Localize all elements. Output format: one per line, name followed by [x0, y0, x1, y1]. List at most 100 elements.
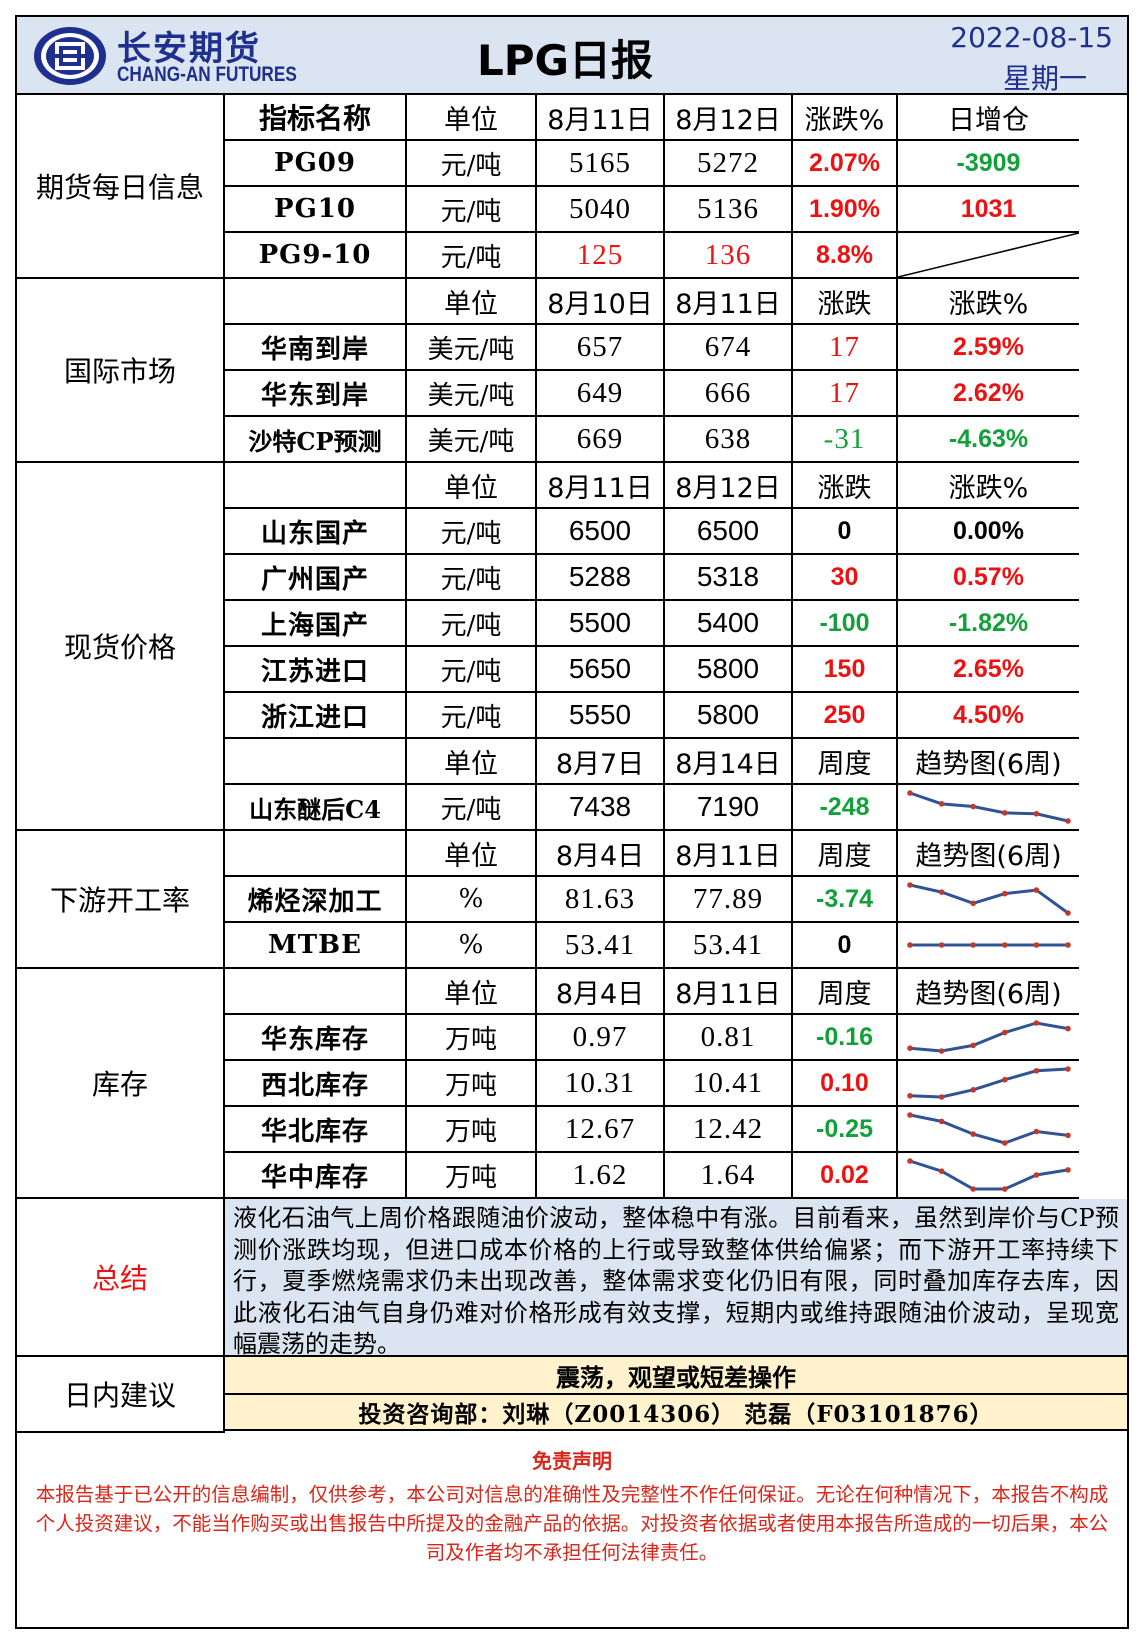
trend-sparkline [906, 942, 1071, 948]
trend-cell [898, 1107, 1079, 1151]
row-value-1: 12.67 [537, 1107, 665, 1151]
row-change-pct: 2.59% [953, 332, 1024, 361]
row-unit: % [407, 923, 537, 967]
row-name: PG9-10 [225, 233, 407, 277]
trend-cell [898, 1153, 1079, 1197]
header-cell: 单位 [407, 969, 537, 1013]
header-cell: 涨跌 [793, 463, 898, 507]
international-header-row: 单位 8月10日 8月11日 涨跌 涨跌% [225, 279, 1079, 325]
trend-point [1033, 1172, 1039, 1178]
header-cell [225, 739, 407, 783]
row-name: 华东库存 [225, 1015, 407, 1059]
row-change: 0 [793, 509, 898, 553]
trend-point [1064, 1132, 1071, 1139]
row-value-1: 5288 [537, 555, 665, 599]
table-row: 广州国产 元/吨 5288 5318 30 0.57% [225, 555, 1079, 601]
advice-box: 震荡，观望或短差操作 投资咨询部：刘琳（Z0014306） 范磊（F031018… [225, 1357, 1127, 1431]
row-value-1: 7438 [537, 785, 665, 829]
trend-point [969, 942, 976, 948]
trend-line [909, 1113, 1068, 1145]
trend-sparkline [906, 1158, 1071, 1192]
row-value-2: 5318 [665, 555, 793, 599]
row-name: 西北库存 [225, 1061, 407, 1105]
row-value-2: 5800 [665, 647, 793, 691]
diagonal-empty-cell [898, 233, 1079, 277]
table-row: 山东醚后C4 元/吨 7438 7190 -248 [225, 785, 1079, 831]
section-label-advice: 日内建议 [17, 1357, 225, 1433]
row-change: 17 [793, 371, 898, 415]
table-row: MTBE % 53.41 53.41 0 [225, 923, 1079, 969]
row-change-pct: 2.65% [953, 654, 1024, 683]
trend-point [938, 1048, 944, 1054]
row-change: 0 [793, 923, 898, 967]
row-unit: 元/吨 [407, 141, 537, 185]
trend-point [969, 900, 976, 907]
trend-point [906, 1093, 913, 1099]
row-change-pct: 0.57% [953, 562, 1024, 591]
header-cell: 涨跌% [793, 95, 898, 139]
row-value-1: 5650 [537, 647, 665, 691]
trend-point [938, 1118, 944, 1125]
trend-point [969, 1131, 976, 1137]
trend-point [1033, 810, 1039, 817]
disclaimer-text: 本报告基于已公开的信息编制，仅供参考，本公司对信息的准确性及完整性不作任何保证。… [35, 1483, 1109, 1564]
row-change-pct: 0.00% [953, 516, 1024, 545]
row-change: -248 [793, 785, 898, 829]
downstream-header-row: 单位 8月4日 8月11日 周度 趋势图(6周) [225, 831, 1079, 877]
row-value-1: 81.63 [537, 877, 665, 921]
row-unit: 美元/吨 [407, 371, 537, 415]
row-value-1: 0.97 [537, 1015, 665, 1059]
header-cell: 8月11日 [537, 463, 665, 507]
row-unit: 元/吨 [407, 693, 537, 737]
row-change: 30 [793, 555, 898, 599]
header-cell: 趋势图(6周) [915, 748, 1062, 780]
trend-point [1033, 887, 1039, 893]
trend-point [1001, 942, 1008, 948]
row-unit: 元/吨 [407, 647, 537, 691]
row-value-2: 5272 [665, 141, 793, 185]
trend-sparkline [906, 1066, 1071, 1100]
row-name: PG09 [225, 141, 407, 185]
trend-point [1064, 942, 1071, 948]
header-cell: 8月4日 [537, 831, 665, 875]
row-value-2: 0.81 [665, 1015, 793, 1059]
trend-sparkline [906, 1112, 1071, 1146]
table-row: 山东国产 元/吨 6500 6500 0 0.00% [225, 509, 1079, 555]
row-name: 华中库存 [225, 1153, 407, 1197]
trend-point [1064, 910, 1071, 916]
trend-line [909, 1021, 1068, 1053]
row-name: 上海国产 [225, 601, 407, 645]
row-value-2: 53.41 [665, 923, 793, 967]
row-unit: 美元/吨 [407, 417, 537, 461]
report-weekday: 星期一 [1002, 62, 1087, 95]
futures-header-row: 指标名称 单位 8月11日 8月12日 涨跌% 日增仓 [225, 95, 1079, 141]
row-change: 0.02 [793, 1153, 898, 1197]
inventory-header-row: 单位 8月4日 8月11日 周度 趋势图(6周) [225, 969, 1079, 1015]
report-header: 长安期货 CHANG-AN FUTURES LPG日报 2022-08-15 星… [17, 17, 1127, 95]
header-cell: 8月11日 [537, 95, 665, 139]
header-cell: 8月14日 [665, 739, 793, 783]
table-row: 烯烃深加工 % 81.63 77.89 -3.74 [225, 877, 1079, 923]
row-change: -31 [793, 417, 898, 461]
row-value-1: 1.62 [537, 1153, 665, 1197]
row-unit: % [407, 877, 537, 921]
trend-point [906, 1112, 913, 1118]
trend-point [906, 1158, 913, 1164]
trend-point [938, 1094, 944, 1100]
row-value-1: 53.41 [537, 923, 665, 967]
row-unit: 元/吨 [407, 555, 537, 599]
trend-point [1033, 1020, 1039, 1026]
header-cell: 8月7日 [537, 739, 665, 783]
header-cell: 8月11日 [665, 831, 793, 875]
trend-point [1064, 1066, 1071, 1072]
row-value-2: 638 [665, 417, 793, 461]
header-cell: 周度 [793, 831, 898, 875]
section-label-summary: 总结 [17, 1199, 225, 1357]
row-value-2: 136 [665, 233, 793, 277]
trend-point [938, 942, 944, 948]
trend-point [1064, 1025, 1071, 1032]
trend-point [906, 882, 913, 888]
trend-point [1001, 1140, 1008, 1146]
row-unit: 元/吨 [407, 187, 537, 231]
row-unit: 万吨 [407, 1153, 537, 1197]
